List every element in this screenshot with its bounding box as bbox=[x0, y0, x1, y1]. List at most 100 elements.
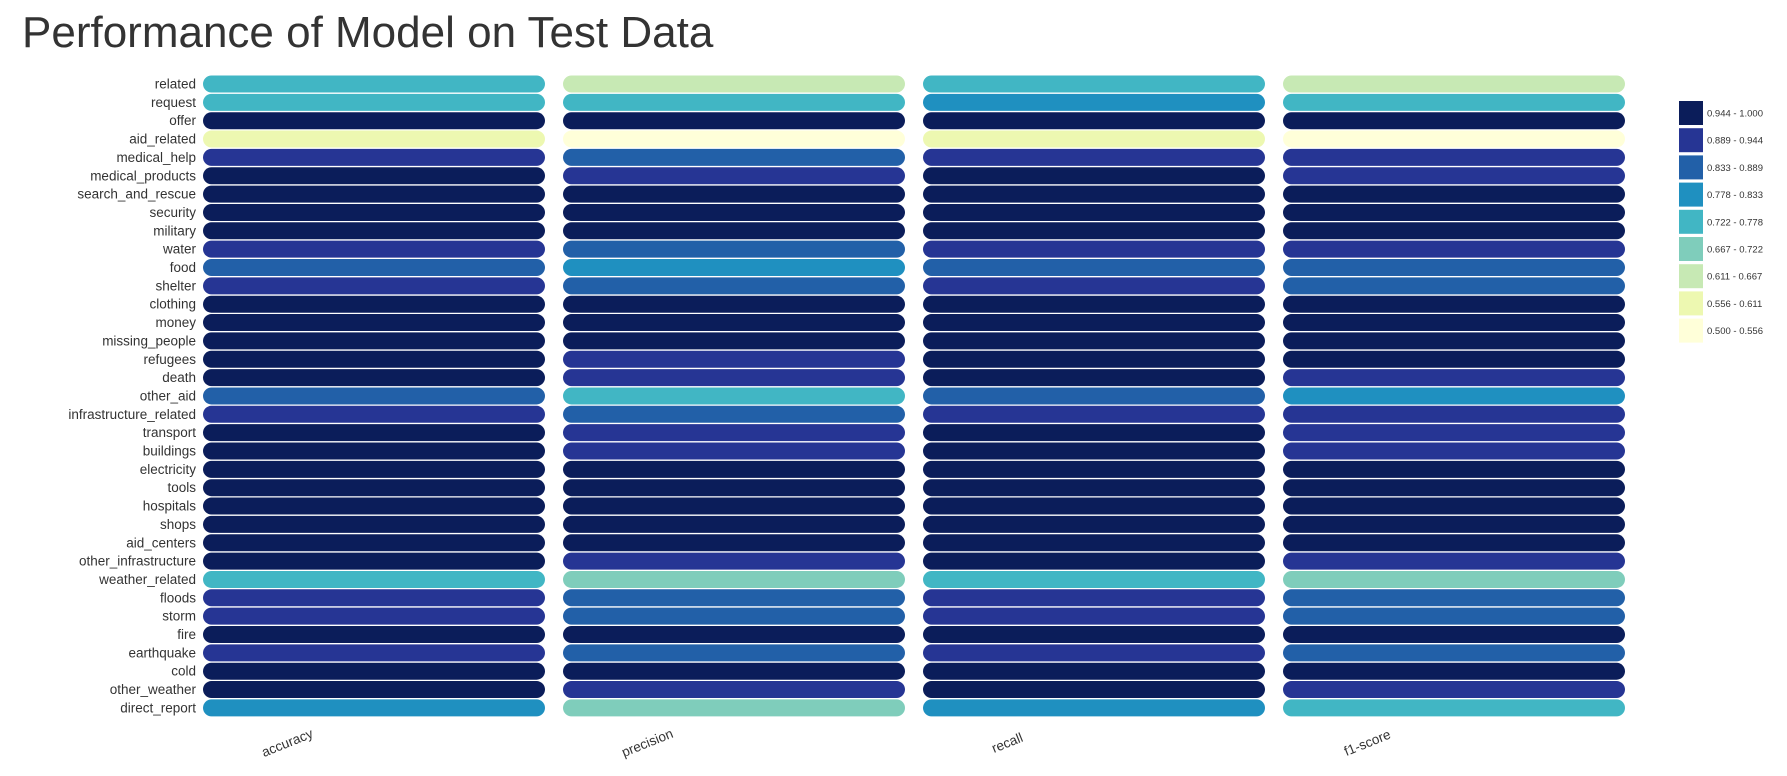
heatmap-cell[interactable]: refugees / recall: 0.96 bbox=[923, 350, 1265, 368]
heatmap-cell[interactable]: money / f1-score: 0.97 bbox=[1283, 314, 1625, 332]
heatmap-cell[interactable]: hospitals / accuracy: 0.99 bbox=[203, 497, 545, 515]
heatmap-cell[interactable]: other_weather / accuracy: 0.95 bbox=[203, 681, 545, 699]
heatmap-cell[interactable]: direct_report / f1-score: 0.75 bbox=[1283, 699, 1625, 717]
heatmap-cell[interactable]: request / recall: 0.8 bbox=[923, 93, 1265, 111]
heatmap-cell[interactable]: cold / recall: 0.98 bbox=[923, 662, 1265, 680]
heatmap-cell[interactable]: refugees / precision: 0.92 bbox=[563, 350, 905, 368]
heatmap-cell[interactable]: infrastructure_related / accuracy: 0.92 bbox=[203, 405, 545, 423]
heatmap-cell[interactable]: weather_related / recall: 0.75 bbox=[923, 570, 1265, 588]
heatmap-cell[interactable]: medical_help / recall: 0.92 bbox=[923, 148, 1265, 166]
heatmap-cell[interactable]: shops / recall: 0.99 bbox=[923, 515, 1265, 533]
heatmap-cell[interactable]: medical_help / f1-score: 0.91 bbox=[1283, 148, 1625, 166]
heatmap-cell[interactable]: direct_report / accuracy: 0.8 bbox=[203, 699, 545, 717]
heatmap-cell[interactable]: cold / precision: 0.97 bbox=[563, 662, 905, 680]
heatmap-cell[interactable]: death / recall: 0.95 bbox=[923, 369, 1265, 387]
heatmap-cell[interactable]: clothing / f1-score: 0.97 bbox=[1283, 295, 1625, 313]
heatmap-cell[interactable]: request / precision: 0.75 bbox=[563, 93, 905, 111]
heatmap-cell[interactable]: infrastructure_related / recall: 0.92 bbox=[923, 405, 1265, 423]
heatmap-cell[interactable]: search_and_rescue / precision: 0.96 bbox=[563, 185, 905, 203]
heatmap-cell[interactable]: related / accuracy: 0.75 bbox=[203, 75, 545, 93]
heatmap-cell[interactable]: food / f1-score: 0.86 bbox=[1283, 259, 1625, 276]
heatmap-cell[interactable]: security / f1-score: 0.97 bbox=[1283, 203, 1625, 221]
heatmap-cell[interactable]: buildings / precision: 0.91 bbox=[563, 442, 905, 460]
heatmap-cell[interactable]: direct_report / precision: 0.7 bbox=[563, 699, 905, 717]
heatmap-cell[interactable]: aid_centers / accuracy: 0.99 bbox=[203, 534, 545, 552]
heatmap-cell[interactable]: electricity / recall: 0.98 bbox=[923, 460, 1265, 478]
heatmap-cell[interactable]: fire / recall: 0.99 bbox=[923, 626, 1265, 643]
heatmap-cell[interactable]: floods / accuracy: 0.92 bbox=[203, 589, 545, 607]
heatmap-cell[interactable]: shops / f1-score: 0.98 bbox=[1283, 515, 1625, 533]
heatmap-cell[interactable]: refugees / accuracy: 0.96 bbox=[203, 350, 545, 368]
heatmap-cell[interactable]: missing_people / recall: 0.99 bbox=[923, 332, 1265, 350]
heatmap-cell[interactable]: weather_related / precision: 0.7 bbox=[563, 570, 905, 588]
heatmap-cell[interactable]: security / recall: 0.98 bbox=[923, 203, 1265, 221]
heatmap-cell[interactable]: food / precision: 0.8 bbox=[563, 259, 905, 276]
heatmap-cell[interactable]: tools / f1-score: 0.98 bbox=[1283, 479, 1625, 497]
heatmap-cell[interactable]: medical_products / f1-score: 0.92 bbox=[1283, 167, 1625, 185]
heatmap-cell[interactable]: food / recall: 0.86 bbox=[923, 259, 1265, 276]
heatmap-cell[interactable]: other_infrastructure / precision: 0.91 bbox=[563, 552, 905, 570]
heatmap-cell[interactable]: other_weather / precision: 0.91 bbox=[563, 681, 905, 699]
heatmap-cell[interactable]: cold / accuracy: 0.98 bbox=[203, 662, 545, 680]
heatmap-cell[interactable]: offer / accuracy: 0.97 bbox=[203, 112, 545, 130]
heatmap-cell[interactable]: aid_related / f1-score: 0.52 bbox=[1283, 130, 1625, 148]
heatmap-cell[interactable]: military / recall: 0.97 bbox=[923, 222, 1265, 240]
heatmap-cell[interactable]: shelter / precision: 0.86 bbox=[563, 277, 905, 295]
heatmap-cell[interactable]: aid_related / accuracy: 0.58 bbox=[203, 130, 545, 148]
heatmap-cell[interactable]: shelter / accuracy: 0.92 bbox=[203, 277, 545, 295]
heatmap-cell[interactable]: death / precision: 0.91 bbox=[563, 369, 905, 387]
heatmap-cell[interactable]: earthquake / recall: 0.91 bbox=[923, 644, 1265, 662]
heatmap-cell[interactable]: medical_help / accuracy: 0.92 bbox=[203, 148, 545, 166]
heatmap-cell[interactable]: water / f1-score: 0.91 bbox=[1283, 240, 1625, 258]
heatmap-cell[interactable]: hospitals / recall: 0.99 bbox=[923, 497, 1265, 515]
heatmap-cell[interactable]: clothing / recall: 0.98 bbox=[923, 295, 1265, 313]
heatmap-cell[interactable]: offer / precision: 0.97 bbox=[563, 112, 905, 130]
heatmap-cell[interactable]: other_weather / recall: 0.95 bbox=[923, 681, 1265, 699]
heatmap-cell[interactable]: clothing / precision: 0.97 bbox=[563, 295, 905, 313]
heatmap-cell[interactable]: hospitals / f1-score: 0.98 bbox=[1283, 497, 1625, 515]
heatmap-cell[interactable]: other_aid / precision: 0.75 bbox=[563, 387, 905, 405]
heatmap-cell[interactable]: weather_related / accuracy: 0.75 bbox=[203, 570, 545, 588]
heatmap-cell[interactable]: storm / recall: 0.92 bbox=[923, 607, 1265, 625]
heatmap-cell[interactable]: aid_centers / f1-score: 0.98 bbox=[1283, 534, 1625, 552]
heatmap-cell[interactable]: floods / recall: 0.92 bbox=[923, 589, 1265, 607]
heatmap-cell[interactable]: request / f1-score: 0.75 bbox=[1283, 93, 1625, 111]
heatmap-cell[interactable]: tools / recall: 0.99 bbox=[923, 479, 1265, 497]
heatmap-cell[interactable]: earthquake / precision: 0.86 bbox=[563, 644, 905, 662]
heatmap-cell[interactable]: money / recall: 0.98 bbox=[923, 314, 1265, 332]
heatmap-cell[interactable]: water / precision: 0.86 bbox=[563, 240, 905, 258]
heatmap-cell[interactable]: earthquake / f1-score: 0.86 bbox=[1283, 644, 1625, 662]
heatmap-cell[interactable]: related / f1-score: 0.64 bbox=[1283, 75, 1625, 93]
heatmap-cell[interactable]: infrastructure_related / precision: 0.86 bbox=[563, 405, 905, 423]
heatmap-cell[interactable]: tools / accuracy: 0.99 bbox=[203, 479, 545, 497]
heatmap-cell[interactable]: shops / precision: 0.98 bbox=[563, 515, 905, 533]
heatmap-cell[interactable]: storm / precision: 0.86 bbox=[563, 607, 905, 625]
heatmap-cell[interactable]: water / accuracy: 0.92 bbox=[203, 240, 545, 258]
heatmap-cell[interactable]: electricity / f1-score: 0.96 bbox=[1283, 460, 1625, 478]
heatmap-cell[interactable]: tools / precision: 0.98 bbox=[563, 479, 905, 497]
heatmap-cell[interactable]: earthquake / accuracy: 0.91 bbox=[203, 644, 545, 662]
heatmap-cell[interactable]: request / accuracy: 0.75 bbox=[203, 93, 545, 111]
heatmap-cell[interactable]: fire / f1-score: 0.98 bbox=[1283, 626, 1625, 643]
heatmap-cell[interactable]: storm / f1-score: 0.86 bbox=[1283, 607, 1625, 625]
heatmap-cell[interactable]: weather_related / f1-score: 0.7 bbox=[1283, 570, 1625, 588]
heatmap-cell[interactable]: aid_related / recall: 0.58 bbox=[923, 130, 1265, 148]
heatmap-cell[interactable]: clothing / accuracy: 0.98 bbox=[203, 295, 545, 313]
heatmap-cell[interactable]: search_and_rescue / f1-score: 0.96 bbox=[1283, 185, 1625, 203]
heatmap-cell[interactable]: buildings / recall: 0.95 bbox=[923, 442, 1265, 460]
heatmap-cell[interactable]: missing_people / f1-score: 0.98 bbox=[1283, 332, 1625, 350]
heatmap-cell[interactable]: buildings / accuracy: 0.95 bbox=[203, 442, 545, 460]
heatmap-cell[interactable]: aid_related / precision: 0.52 bbox=[563, 130, 905, 148]
heatmap-cell[interactable]: related / recall: 0.75 bbox=[923, 75, 1265, 93]
heatmap-cell[interactable]: medical_help / precision: 0.86 bbox=[563, 148, 905, 166]
heatmap-cell[interactable]: security / precision: 0.97 bbox=[563, 203, 905, 221]
heatmap-cell[interactable]: search_and_rescue / recall: 0.97 bbox=[923, 185, 1265, 203]
heatmap-cell[interactable]: medical_products / precision: 0.92 bbox=[563, 167, 905, 185]
heatmap-cell[interactable]: security / accuracy: 0.98 bbox=[203, 203, 545, 221]
heatmap-cell[interactable]: medical_products / accuracy: 0.95 bbox=[203, 167, 545, 185]
heatmap-cell[interactable]: aid_centers / precision: 0.98 bbox=[563, 534, 905, 552]
heatmap-cell[interactable]: transport / precision: 0.91 bbox=[563, 424, 905, 442]
heatmap-cell[interactable]: related / precision: 0.64 bbox=[563, 75, 905, 93]
heatmap-cell[interactable]: shops / accuracy: 0.99 bbox=[203, 515, 545, 533]
heatmap-cell[interactable]: other_weather / f1-score: 0.92 bbox=[1283, 681, 1625, 699]
